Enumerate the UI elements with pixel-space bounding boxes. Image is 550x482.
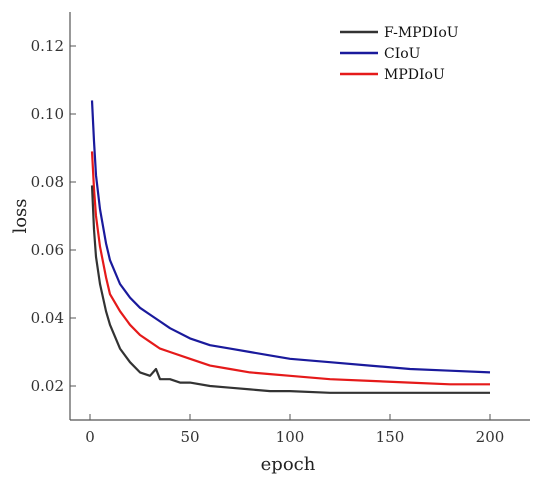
series-line-mpdiou [90, 151, 490, 386]
x-axis-ticks: 0 50 100 150 200 [85, 414, 504, 446]
legend: F-MPDIoU CIoU MPDIoU [340, 25, 459, 83]
series-layer [90, 100, 491, 394]
y-tick-label: 0.02 [31, 377, 64, 395]
y-tick-label: 0.12 [31, 37, 64, 55]
x-tick-label: 100 [276, 428, 305, 446]
y-axis-ticks: 0.02 0.04 0.06 0.08 0.10 0.12 [31, 37, 76, 395]
x-tick-label: 150 [376, 428, 405, 446]
y-axis-title: loss [10, 198, 31, 233]
legend-label-ciou: CIoU [384, 46, 421, 62]
x-tick-label: 200 [476, 428, 505, 446]
series-line-ciou [90, 100, 491, 374]
y-tick-label: 0.04 [31, 309, 64, 327]
x-axis-title: epoch [261, 454, 316, 475]
series-line-f-mpdiou [90, 185, 490, 394]
y-tick-label: 0.08 [31, 173, 64, 191]
legend-label-mpdiou: MPDIoU [384, 67, 445, 83]
y-tick-label: 0.10 [31, 105, 64, 123]
x-tick-label: 0 [85, 428, 95, 446]
y-tick-label: 0.06 [31, 241, 64, 259]
legend-label-f-mpdiou: F-MPDIoU [384, 25, 459, 41]
x-tick-label: 50 [180, 428, 199, 446]
